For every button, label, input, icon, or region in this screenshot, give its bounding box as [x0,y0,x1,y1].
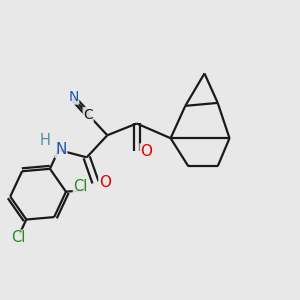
Text: O: O [140,144,152,159]
Text: O: O [99,175,111,190]
Text: C: C [83,108,93,122]
Text: Cl: Cl [11,230,25,245]
Text: H: H [40,133,51,148]
Text: Cl: Cl [74,179,88,194]
Text: N: N [56,142,67,158]
Text: N: N [68,90,79,104]
